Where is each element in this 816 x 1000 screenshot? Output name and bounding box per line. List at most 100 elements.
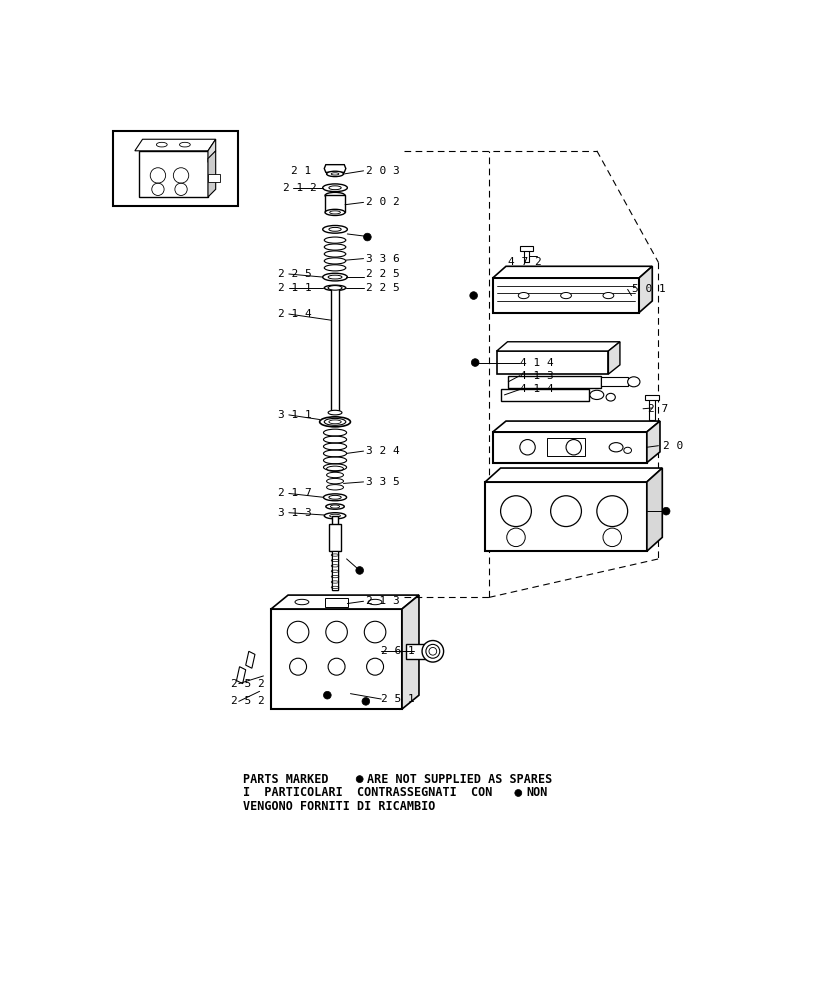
Bar bbox=[329, 524, 341, 551]
Ellipse shape bbox=[320, 417, 350, 427]
Text: 2 0: 2 0 bbox=[663, 441, 683, 451]
Text: 2 7: 2 7 bbox=[648, 404, 668, 414]
Ellipse shape bbox=[325, 192, 345, 199]
Bar bbox=[508, 376, 601, 388]
Bar bbox=[332, 516, 338, 590]
Polygon shape bbox=[639, 266, 652, 312]
Ellipse shape bbox=[590, 390, 604, 400]
Polygon shape bbox=[246, 651, 255, 668]
Circle shape bbox=[357, 776, 363, 783]
Polygon shape bbox=[237, 667, 246, 684]
Polygon shape bbox=[609, 342, 620, 374]
Ellipse shape bbox=[606, 393, 615, 401]
Ellipse shape bbox=[323, 494, 347, 501]
Bar bbox=[325, 598, 348, 607]
Bar bbox=[645, 395, 659, 400]
Ellipse shape bbox=[324, 285, 346, 291]
Circle shape bbox=[663, 507, 670, 515]
Ellipse shape bbox=[324, 513, 346, 519]
Ellipse shape bbox=[328, 286, 342, 290]
Text: 3 2 4: 3 2 4 bbox=[366, 446, 400, 456]
Text: VENGONO FORNITI DI RICAMBIO: VENGONO FORNITI DI RICAMBIO bbox=[242, 800, 435, 813]
Ellipse shape bbox=[628, 377, 640, 387]
Text: NON: NON bbox=[526, 786, 548, 799]
Polygon shape bbox=[493, 421, 660, 432]
Ellipse shape bbox=[328, 275, 342, 279]
Bar bbox=[601, 377, 628, 386]
Text: 3 3 5: 3 3 5 bbox=[366, 477, 400, 487]
Text: 5 0 1: 5 0 1 bbox=[632, 284, 666, 294]
Circle shape bbox=[356, 567, 364, 574]
Text: 2 0 2: 2 0 2 bbox=[366, 197, 400, 207]
Ellipse shape bbox=[295, 599, 309, 605]
Circle shape bbox=[364, 233, 371, 241]
Text: 2 1 2: 2 1 2 bbox=[282, 183, 317, 193]
Text: I  PARTICOLARI  CONTRASSEGNATI  CON: I PARTICOLARI CONTRASSEGNATI CON bbox=[242, 786, 499, 799]
Bar bbox=[271, 609, 402, 709]
Text: 4 1 3: 4 1 3 bbox=[520, 371, 553, 381]
Text: 4 7 2: 4 7 2 bbox=[508, 257, 541, 267]
Text: PARTS MARKED: PARTS MARKED bbox=[242, 773, 335, 786]
Polygon shape bbox=[647, 421, 660, 463]
Ellipse shape bbox=[518, 292, 529, 299]
Polygon shape bbox=[486, 468, 663, 482]
Circle shape bbox=[362, 698, 370, 705]
Text: 3 1 3: 3 1 3 bbox=[278, 508, 312, 518]
Bar bbox=[650, 396, 655, 420]
Ellipse shape bbox=[561, 292, 571, 299]
Ellipse shape bbox=[322, 273, 348, 281]
Ellipse shape bbox=[328, 410, 342, 415]
Text: 2 2 5: 2 2 5 bbox=[366, 283, 400, 293]
Ellipse shape bbox=[329, 602, 341, 605]
Text: 2 1 3: 2 1 3 bbox=[366, 596, 400, 606]
Circle shape bbox=[472, 359, 479, 366]
Bar bbox=[497, 351, 609, 374]
Bar bbox=[500, 389, 589, 401]
Polygon shape bbox=[497, 342, 620, 351]
Ellipse shape bbox=[426, 644, 440, 658]
Ellipse shape bbox=[331, 173, 339, 175]
Text: 2 1 7: 2 1 7 bbox=[278, 488, 312, 498]
Text: 2 1 4: 2 1 4 bbox=[278, 309, 312, 319]
Ellipse shape bbox=[329, 186, 341, 190]
Ellipse shape bbox=[429, 647, 437, 655]
Polygon shape bbox=[402, 595, 419, 709]
Ellipse shape bbox=[326, 171, 344, 177]
Circle shape bbox=[323, 691, 331, 699]
Bar bbox=[331, 288, 339, 413]
Ellipse shape bbox=[610, 443, 623, 452]
Ellipse shape bbox=[180, 142, 190, 147]
Text: 4 1 4: 4 1 4 bbox=[520, 384, 553, 394]
Polygon shape bbox=[271, 595, 419, 609]
Ellipse shape bbox=[329, 420, 341, 424]
Bar bbox=[208, 174, 220, 182]
Ellipse shape bbox=[368, 599, 382, 605]
Text: 3 1 1: 3 1 1 bbox=[278, 410, 312, 420]
Polygon shape bbox=[135, 139, 215, 151]
Bar bbox=[520, 246, 533, 251]
Polygon shape bbox=[324, 165, 346, 172]
Circle shape bbox=[470, 292, 477, 299]
Polygon shape bbox=[493, 266, 652, 278]
Text: 2 0 3: 2 0 3 bbox=[366, 166, 400, 176]
Text: 2 5 2: 2 5 2 bbox=[231, 696, 265, 706]
Polygon shape bbox=[647, 468, 663, 551]
Ellipse shape bbox=[330, 286, 340, 289]
Ellipse shape bbox=[330, 505, 339, 508]
Text: 2 2 5: 2 2 5 bbox=[278, 269, 312, 279]
Text: 2 6 1: 2 6 1 bbox=[381, 646, 415, 656]
Bar bbox=[139, 151, 208, 197]
Ellipse shape bbox=[334, 599, 348, 605]
Ellipse shape bbox=[326, 504, 344, 509]
Ellipse shape bbox=[325, 209, 345, 215]
Bar bbox=[493, 432, 647, 463]
Polygon shape bbox=[208, 151, 215, 197]
Circle shape bbox=[515, 790, 521, 796]
Bar bbox=[524, 247, 529, 262]
Text: 2 1: 2 1 bbox=[291, 166, 312, 176]
Bar bbox=[493, 278, 639, 312]
Text: 2 1 1: 2 1 1 bbox=[278, 283, 312, 293]
Text: 4 1 4: 4 1 4 bbox=[520, 358, 553, 368]
Ellipse shape bbox=[322, 184, 348, 192]
Bar bbox=[332, 551, 338, 590]
